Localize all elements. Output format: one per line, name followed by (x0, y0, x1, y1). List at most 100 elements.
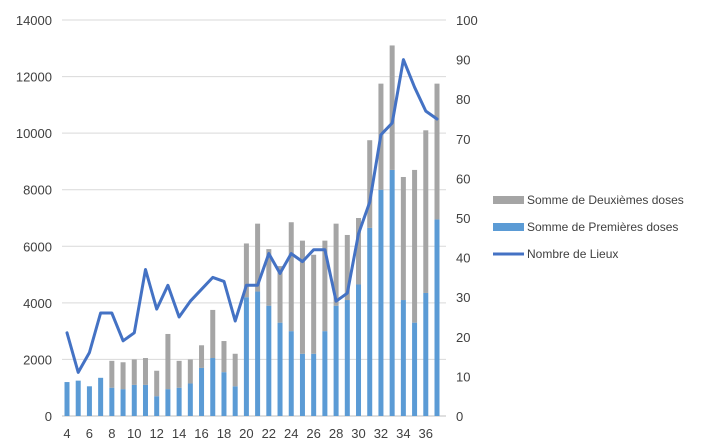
bar-premieres-doses (288, 331, 294, 416)
x-tick-label: 30 (351, 426, 365, 440)
y-right-tick-label: 50 (456, 211, 470, 226)
y-left-tick-label: 10000 (16, 126, 52, 141)
series-line (65, 58, 439, 374)
bar-deuxiemes-doses (154, 370, 160, 397)
bar-deuxiemes-doses (322, 240, 328, 332)
bar-deuxiemes-doses (356, 218, 362, 285)
bar-premieres-doses (131, 384, 137, 416)
bar-premieres-doses (311, 353, 317, 416)
bar-premieres-doses (142, 384, 148, 416)
legend-entry: Somme de Premières doses (493, 220, 678, 234)
bar-premieres-doses (412, 322, 418, 416)
x-tick-label: 24 (284, 426, 298, 440)
bar-deuxiemes-doses (120, 362, 126, 390)
x-tick-label: 8 (108, 426, 115, 440)
bar-deuxiemes-doses (400, 176, 406, 301)
x-tick-label: 6 (86, 426, 93, 440)
bar-premieres-doses (299, 353, 305, 416)
y-left-tick-label: 12000 (16, 70, 52, 85)
bar-premieres-doses (243, 297, 249, 416)
x-tick-label: 4 (63, 426, 70, 440)
y-axis-left: 0 2000 4000 6000 8000 10000 12000 14000 (16, 13, 52, 424)
y-left-tick-label: 8000 (23, 183, 52, 198)
bar-premieres-doses (400, 300, 406, 416)
bar-deuxiemes-doses (109, 360, 115, 388)
x-tick-label: 10 (127, 426, 141, 440)
bar-premieres-doses (109, 387, 115, 416)
legend-entry: Nombre de Lieux (493, 247, 618, 261)
bar-premieres-doses (423, 292, 429, 416)
x-tick-label: 28 (329, 426, 343, 440)
bar-premieres-doses (322, 331, 328, 416)
bar-deuxiemes-doses (311, 254, 317, 354)
bar-deuxiemes-doses (389, 45, 395, 170)
bar-premieres-doses (356, 284, 362, 416)
bar-deuxiemes-doses (344, 234, 350, 301)
bar-premieres-doses (210, 358, 216, 416)
bar-premieres-doses (64, 382, 70, 416)
bar-premieres-doses (255, 291, 261, 416)
line-nombre-de-lieux (65, 58, 439, 374)
legend-label: Nombre de Lieux (527, 247, 618, 261)
bar-premieres-doses (367, 227, 373, 416)
y-right-tick-label: 10 (456, 369, 470, 384)
y-left-tick-label: 4000 (23, 296, 52, 311)
y-right-tick-label: 100 (456, 13, 478, 28)
legend-swatch (493, 223, 524, 231)
bar-premieres-doses (187, 383, 193, 416)
x-tick-label: 32 (374, 426, 388, 440)
bar-premieres-doses (389, 169, 395, 416)
x-tick-label: 14 (172, 426, 186, 440)
gridlines (62, 19, 446, 417)
bar-premieres-doses (120, 389, 126, 416)
bar-premieres-doses (165, 389, 171, 416)
bar-deuxiemes-doses (333, 223, 339, 306)
bar-premieres-doses (266, 305, 272, 416)
bar-premieres-doses (232, 386, 238, 416)
y-right-tick-label: 90 (456, 53, 470, 68)
y-right-tick-label: 0 (456, 409, 463, 424)
legend-swatch (493, 196, 524, 204)
bar-deuxiemes-doses (142, 358, 148, 385)
y-right-tick-label: 70 (456, 132, 470, 147)
x-tick-label: 36 (419, 426, 433, 440)
y-left-tick-label: 2000 (23, 352, 52, 367)
bar-deuxiemes-doses (299, 240, 305, 354)
bar-premieres-doses (378, 189, 384, 416)
bar-deuxiemes-doses (131, 359, 137, 385)
x-tick-label: 26 (306, 426, 320, 440)
bar-deuxiemes-doses (412, 169, 418, 323)
bar-premieres-doses (434, 219, 440, 416)
bar-deuxiemes-doses (210, 309, 216, 359)
y-right-tick-label: 40 (456, 251, 470, 266)
bar-deuxiemes-doses (165, 333, 171, 390)
bar-deuxiemes-doses (423, 130, 429, 293)
x-tick-label: 18 (217, 426, 231, 440)
y-right-tick-label: 80 (456, 92, 470, 107)
bars (64, 45, 440, 416)
bar-deuxiemes-doses (266, 249, 272, 306)
bar-deuxiemes-doses (243, 243, 249, 298)
bar-deuxiemes-doses (187, 359, 193, 384)
y-right-tick-label: 20 (456, 330, 470, 345)
bar-deuxiemes-doses (277, 266, 283, 323)
bar-premieres-doses (75, 380, 81, 416)
bar-deuxiemes-doses (367, 140, 373, 228)
bar-premieres-doses (344, 300, 350, 416)
bar-premieres-doses (154, 396, 160, 416)
x-tick-label: 34 (396, 426, 410, 440)
legend-entry: Somme de Deuxièmes doses (493, 193, 684, 207)
y-left-tick-label: 6000 (23, 239, 52, 254)
y-right-tick-label: 30 (456, 290, 470, 305)
x-axis: 4 6 8 10 12 14 16 18 20 22 24 26 28 30 32 34 36 (63, 426, 433, 440)
bar-premieres-doses (176, 387, 182, 416)
x-tick-label: 22 (262, 426, 276, 440)
x-tick-label: 12 (149, 426, 163, 440)
bar-deuxiemes-doses (288, 222, 294, 332)
y-left-tick-label: 14000 (16, 13, 52, 28)
bar-premieres-doses (277, 322, 283, 416)
x-tick-label: 16 (194, 426, 208, 440)
bar-deuxiemes-doses (434, 83, 440, 220)
bar-deuxiemes-doses (232, 353, 238, 387)
legend-label: Somme de Premières doses (527, 220, 678, 234)
